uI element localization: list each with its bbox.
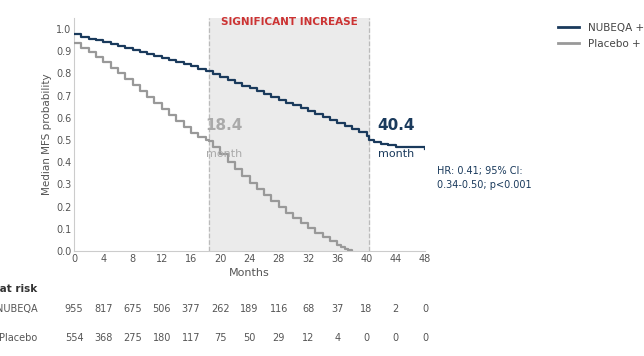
Bar <box>209 18 370 251</box>
Text: month: month <box>206 149 242 159</box>
Text: HR: 0.41; 95% CI:
0.34-0.50; p<0.001: HR: 0.41; 95% CI: 0.34-0.50; p<0.001 <box>437 166 531 190</box>
Text: 262: 262 <box>211 304 230 314</box>
Text: 37: 37 <box>331 304 343 314</box>
Text: 675: 675 <box>123 304 142 314</box>
Text: 189: 189 <box>240 304 259 314</box>
Y-axis label: Median MFS probability: Median MFS probability <box>42 74 52 195</box>
Text: 275: 275 <box>123 333 142 343</box>
Text: Placebo: Placebo <box>0 333 37 343</box>
Text: 18: 18 <box>361 304 373 314</box>
Text: 29: 29 <box>272 333 285 343</box>
Text: 0: 0 <box>363 333 370 343</box>
Text: month: month <box>377 149 413 159</box>
Text: NUBEQA: NUBEQA <box>0 304 37 314</box>
Text: 117: 117 <box>182 333 200 343</box>
Text: 2: 2 <box>393 304 399 314</box>
Text: 75: 75 <box>214 333 227 343</box>
Text: 368: 368 <box>94 333 113 343</box>
Text: 4: 4 <box>334 333 341 343</box>
Text: 18.4: 18.4 <box>205 118 243 133</box>
Text: 0: 0 <box>393 333 399 343</box>
Text: 68: 68 <box>302 304 314 314</box>
Text: 506: 506 <box>153 304 171 314</box>
Text: No. at risk: No. at risk <box>0 283 37 293</box>
Text: 116: 116 <box>270 304 288 314</box>
Text: 554: 554 <box>65 333 83 343</box>
Text: 50: 50 <box>243 333 256 343</box>
Text: 40.4: 40.4 <box>377 118 415 133</box>
Text: 12: 12 <box>302 333 314 343</box>
Text: 0: 0 <box>422 333 428 343</box>
Text: 377: 377 <box>182 304 200 314</box>
Text: SIGNIFICANT INCREASE: SIGNIFICANT INCREASE <box>221 17 357 27</box>
Text: 955: 955 <box>65 304 83 314</box>
Legend: NUBEQA + ADT, Placebo + ADT: NUBEQA + ADT, Placebo + ADT <box>554 19 644 53</box>
Text: 817: 817 <box>94 304 113 314</box>
Text: 0: 0 <box>422 304 428 314</box>
X-axis label: Months: Months <box>229 268 270 278</box>
Text: 180: 180 <box>153 333 171 343</box>
